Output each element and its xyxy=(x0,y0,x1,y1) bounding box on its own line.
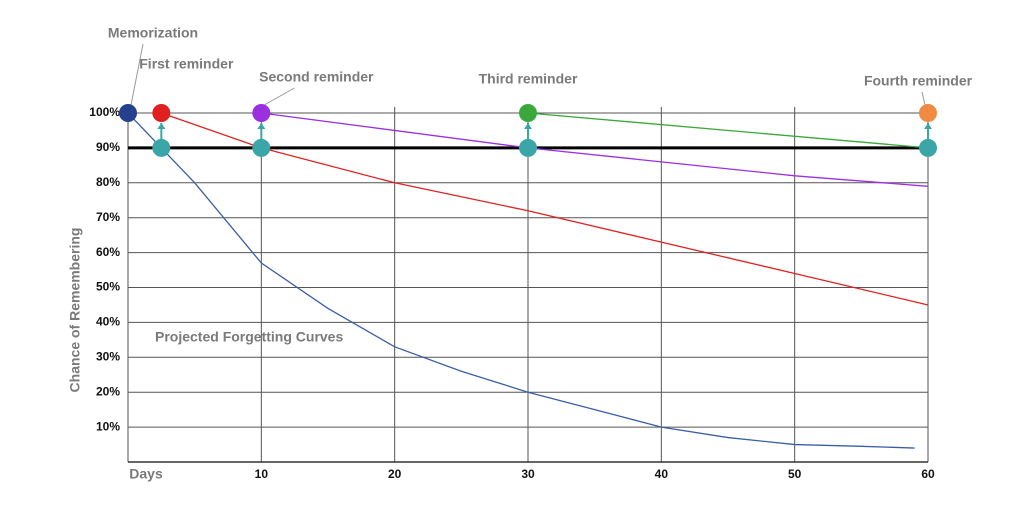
forgetting-curve xyxy=(261,112,929,187)
reminder-label: Third reminder xyxy=(479,71,578,87)
checkpoint xyxy=(252,138,271,157)
arrow-head xyxy=(157,123,166,129)
y-tick-label: 70% xyxy=(96,210,120,224)
y-axis-title: Chance of Remembering xyxy=(67,228,83,393)
checkpoint xyxy=(152,138,171,157)
x-tick-label: 10 xyxy=(255,467,269,481)
reminder-label: First reminder xyxy=(139,56,234,72)
y-tick-label: 10% xyxy=(96,419,120,433)
forgetting-curve xyxy=(161,112,929,306)
y-tick-label: 60% xyxy=(96,245,120,259)
x-axis-title: Days xyxy=(129,466,163,482)
x-tick-label: 40 xyxy=(655,467,669,481)
reminder-marker xyxy=(519,104,537,122)
forgetting-curve xyxy=(527,112,929,149)
x-tick-label: 30 xyxy=(521,467,535,481)
forgetting-curve xyxy=(127,112,915,449)
reminder-marker xyxy=(119,104,137,122)
arrow-head xyxy=(257,123,266,129)
arrow-head xyxy=(524,123,532,129)
leader-line xyxy=(264,87,295,106)
y-tick-label: 30% xyxy=(96,349,120,363)
checkpoint xyxy=(919,138,937,157)
leader-line xyxy=(921,91,926,106)
x-tick-label: 50 xyxy=(788,467,802,481)
reminder-marker xyxy=(919,104,937,122)
y-tick-label: 20% xyxy=(96,384,120,398)
y-tick-label: 100% xyxy=(89,105,120,119)
reminder-label: Fourth reminder xyxy=(864,73,973,89)
reminder-label: Second reminder xyxy=(259,69,374,85)
x-tick-label: 60 xyxy=(921,467,935,481)
leader-line xyxy=(130,43,144,106)
reminder-marker xyxy=(252,104,271,122)
arrow-head xyxy=(924,123,932,129)
x-tick-label: 20 xyxy=(388,467,402,481)
y-tick-label: 90% xyxy=(96,140,120,154)
y-tick-label: 40% xyxy=(96,315,120,329)
reminder-label: Memorization xyxy=(108,25,198,41)
annotation: Projected Forgetting Curves xyxy=(155,329,343,345)
reminder-marker xyxy=(152,104,171,122)
y-tick-label: 50% xyxy=(96,280,120,294)
y-tick-label: 80% xyxy=(96,175,120,189)
checkpoint xyxy=(519,138,537,157)
